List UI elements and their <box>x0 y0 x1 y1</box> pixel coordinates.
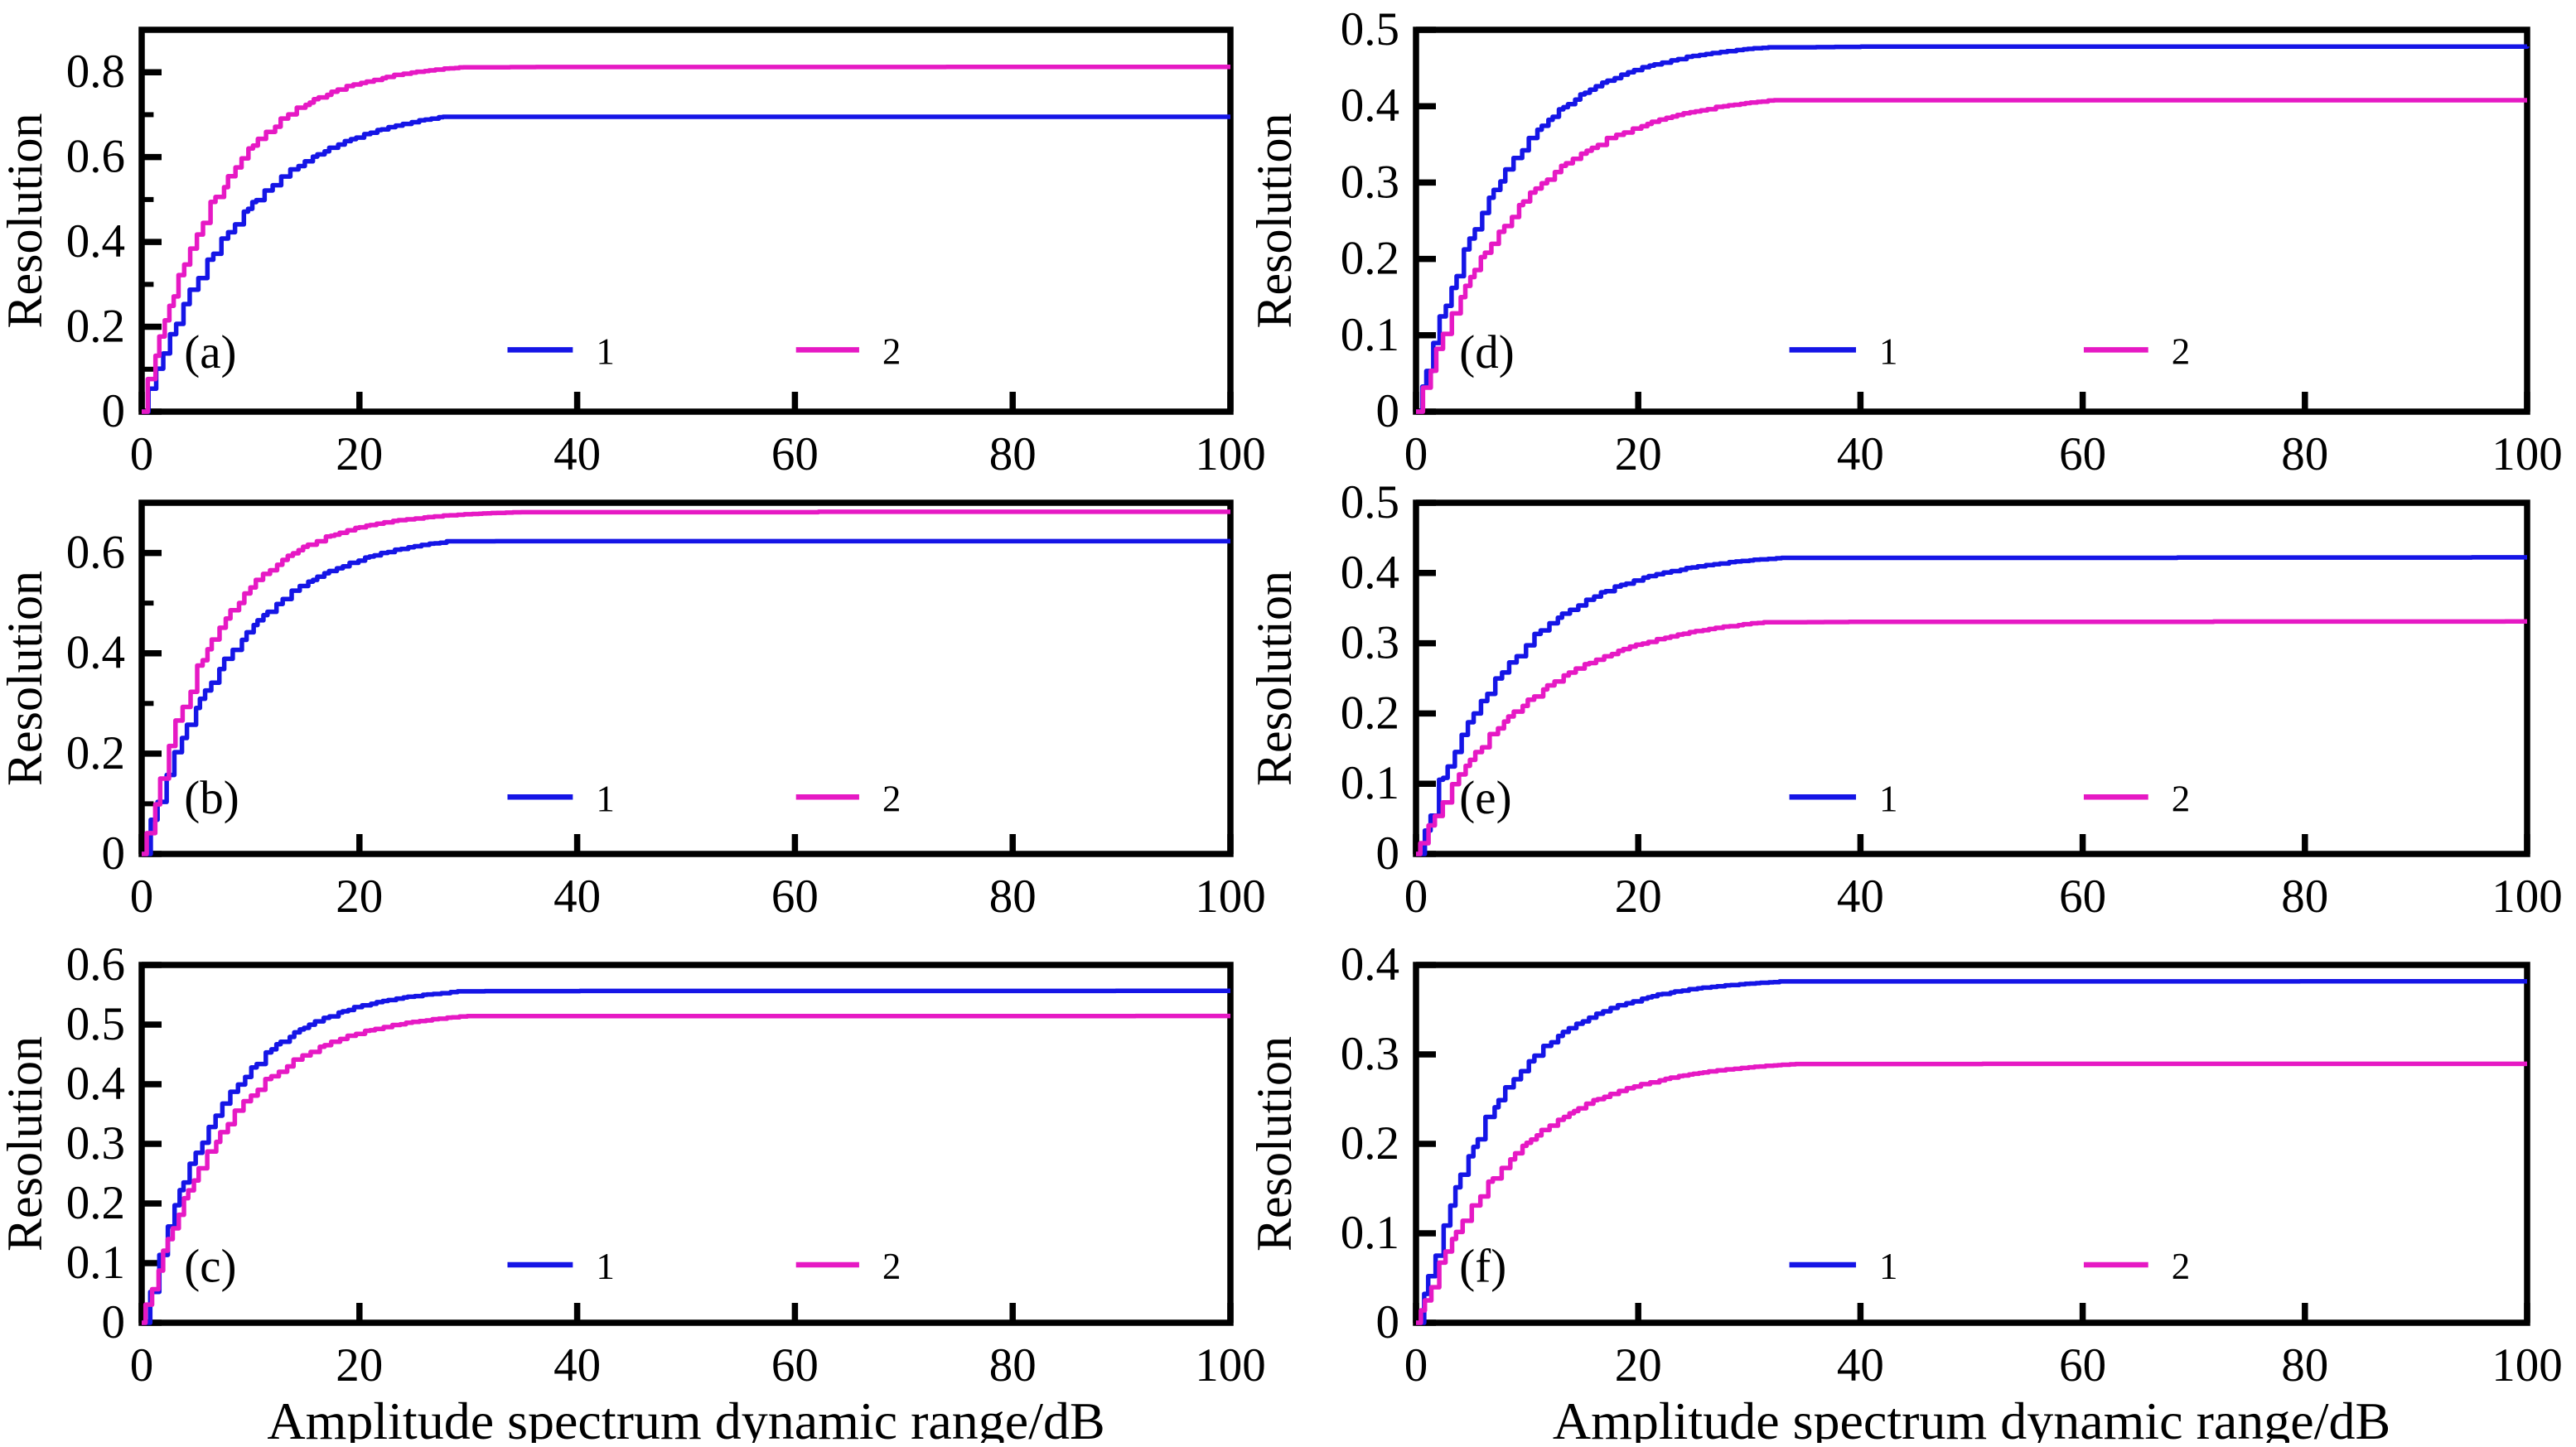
svg-text:Resolution: Resolution <box>0 113 52 328</box>
svg-text:1: 1 <box>596 1246 615 1287</box>
svg-text:Resolution: Resolution <box>1247 571 1302 786</box>
svg-text:60: 60 <box>2059 1339 2106 1392</box>
svg-text:40: 40 <box>1837 871 1884 923</box>
svg-text:0: 0 <box>102 385 126 437</box>
svg-text:80: 80 <box>2281 871 2328 923</box>
svg-text:80: 80 <box>989 871 1037 923</box>
svg-text:20: 20 <box>1615 871 1662 923</box>
svg-text:20: 20 <box>336 428 383 480</box>
svg-text:0: 0 <box>102 827 126 880</box>
svg-text:Resolution: Resolution <box>1247 1036 1302 1252</box>
svg-text:2: 2 <box>2172 1246 2191 1287</box>
svg-text:0: 0 <box>1376 1296 1400 1348</box>
svg-text:1: 1 <box>596 330 615 372</box>
svg-text:100: 100 <box>1195 1339 1266 1392</box>
svg-text:(a): (a) <box>184 326 236 379</box>
svg-text:1: 1 <box>1879 1246 1898 1287</box>
svg-text:0: 0 <box>1376 827 1400 880</box>
svg-text:0.5: 0.5 <box>1341 476 1399 528</box>
svg-text:0.1: 0.1 <box>66 1237 125 1289</box>
svg-text:0.6: 0.6 <box>66 527 125 579</box>
svg-text:100: 100 <box>2491 1339 2563 1392</box>
svg-text:0.1: 0.1 <box>1341 309 1399 361</box>
svg-text:0.4: 0.4 <box>66 1058 125 1110</box>
svg-text:60: 60 <box>771 428 819 480</box>
svg-text:0.3: 0.3 <box>66 1117 125 1170</box>
svg-text:0.3: 0.3 <box>1341 617 1399 669</box>
svg-text:60: 60 <box>771 871 819 923</box>
svg-text:20: 20 <box>336 1339 383 1392</box>
svg-text:0.2: 0.2 <box>1341 233 1399 285</box>
svg-text:0: 0 <box>1404 871 1428 923</box>
svg-text:0.6: 0.6 <box>66 938 125 991</box>
svg-text:2: 2 <box>882 1246 901 1287</box>
svg-text:2: 2 <box>882 778 901 819</box>
svg-text:0.5: 0.5 <box>1341 3 1399 55</box>
svg-text:60: 60 <box>771 1339 819 1392</box>
svg-text:0.3: 0.3 <box>1341 156 1399 208</box>
svg-text:0: 0 <box>102 1296 126 1348</box>
svg-text:2: 2 <box>882 330 901 372</box>
svg-text:(f): (f) <box>1459 1240 1506 1292</box>
svg-text:0: 0 <box>130 871 154 923</box>
svg-text:0: 0 <box>130 428 154 480</box>
svg-text:100: 100 <box>2491 428 2563 480</box>
svg-text:0.1: 0.1 <box>1341 757 1399 809</box>
svg-text:100: 100 <box>2491 871 2563 923</box>
svg-text:20: 20 <box>1615 428 1662 480</box>
svg-text:Amplitude spectrum dynamic ran: Amplitude spectrum dynamic range/dB <box>1553 1392 2390 1443</box>
svg-text:100: 100 <box>1195 871 1266 923</box>
svg-text:80: 80 <box>989 1339 1037 1392</box>
svg-text:60: 60 <box>2059 871 2106 923</box>
svg-text:0.3: 0.3 <box>1341 1028 1399 1080</box>
svg-text:0.2: 0.2 <box>66 1177 125 1229</box>
svg-text:0.4: 0.4 <box>1341 547 1399 599</box>
svg-text:(b): (b) <box>184 772 239 824</box>
svg-text:0.2: 0.2 <box>66 301 125 353</box>
svg-text:0.6: 0.6 <box>66 131 125 183</box>
svg-text:60: 60 <box>2059 428 2106 480</box>
svg-text:(c): (c) <box>184 1240 236 1292</box>
svg-text:Amplitude spectrum dynamic ran: Amplitude spectrum dynamic range/dB <box>267 1392 1104 1443</box>
svg-text:0.4: 0.4 <box>66 627 125 679</box>
svg-text:Resolution: Resolution <box>0 1036 52 1252</box>
svg-text:0.2: 0.2 <box>1341 687 1399 739</box>
svg-text:0.4: 0.4 <box>1341 938 1399 991</box>
svg-text:20: 20 <box>1615 1339 1662 1392</box>
svg-text:40: 40 <box>1837 428 1884 480</box>
svg-text:1: 1 <box>1879 330 1898 372</box>
svg-text:20: 20 <box>336 871 383 923</box>
svg-text:0: 0 <box>1376 385 1400 437</box>
svg-text:40: 40 <box>553 871 601 923</box>
svg-text:0.5: 0.5 <box>66 998 125 1050</box>
svg-text:40: 40 <box>553 1339 601 1392</box>
svg-text:(d): (d) <box>1459 326 1514 379</box>
svg-text:(e): (e) <box>1459 772 1511 824</box>
svg-text:0.1: 0.1 <box>1341 1207 1399 1259</box>
svg-text:Resolution: Resolution <box>1247 113 1302 328</box>
svg-text:0.2: 0.2 <box>66 727 125 779</box>
svg-text:80: 80 <box>989 428 1037 480</box>
svg-text:2: 2 <box>2172 778 2191 819</box>
svg-text:80: 80 <box>2281 1339 2328 1392</box>
svg-text:0.2: 0.2 <box>1341 1117 1399 1170</box>
svg-text:0.4: 0.4 <box>66 215 125 268</box>
svg-text:40: 40 <box>1837 1339 1884 1392</box>
svg-text:0.8: 0.8 <box>66 46 125 98</box>
svg-text:0: 0 <box>130 1339 154 1392</box>
svg-text:80: 80 <box>2281 428 2328 480</box>
svg-text:1: 1 <box>596 778 615 819</box>
svg-text:2: 2 <box>2172 330 2191 372</box>
svg-text:0.4: 0.4 <box>1341 80 1399 132</box>
svg-text:0: 0 <box>1404 428 1428 480</box>
svg-text:Resolution: Resolution <box>0 571 52 786</box>
svg-text:40: 40 <box>553 428 601 480</box>
svg-text:0: 0 <box>1404 1339 1428 1392</box>
svg-text:1: 1 <box>1879 778 1898 819</box>
svg-text:100: 100 <box>1195 428 1266 480</box>
